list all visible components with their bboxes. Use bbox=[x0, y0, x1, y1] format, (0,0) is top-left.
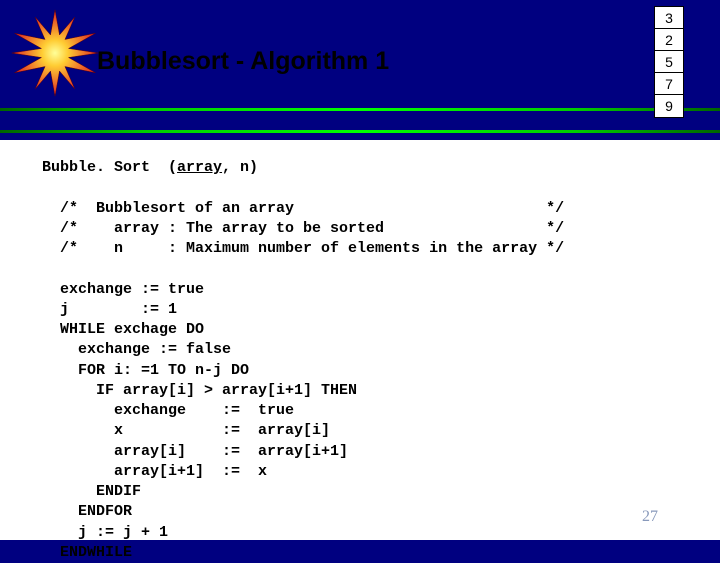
page-number: 27 bbox=[642, 508, 658, 526]
divider-line-bottom bbox=[0, 130, 720, 133]
code-line: ENDFOR bbox=[42, 502, 710, 522]
sig-suffix: , n) bbox=[222, 159, 258, 176]
code-blank bbox=[42, 259, 710, 279]
code-block: Bubble. Sort (array, n) /* Bubblesort of… bbox=[0, 140, 720, 540]
array-cell: 3 bbox=[655, 7, 683, 29]
array-cell: 5 bbox=[655, 51, 683, 73]
code-line: exchange := true bbox=[42, 280, 710, 300]
sig-prefix: Bubble. Sort ( bbox=[42, 159, 177, 176]
slide-title: Bubblesort - Algorithm 1 bbox=[97, 47, 389, 76]
star-icon bbox=[10, 8, 100, 98]
code-line: FOR i: =1 TO n-j DO bbox=[42, 361, 710, 381]
code-comment: /* n : Maximum number of elements in the… bbox=[42, 239, 710, 259]
code-line: ENDWHILE bbox=[42, 543, 710, 563]
code-line: IF array[i] > array[i+1] THEN bbox=[42, 381, 710, 401]
code-line: exchange := false bbox=[42, 340, 710, 360]
code-comment: /* array : The array to be sorted */ bbox=[42, 219, 710, 239]
code-line: array[i+1] := x bbox=[42, 462, 710, 482]
code-comment: /* Bubblesort of an array */ bbox=[42, 199, 710, 219]
code-line: WHILE exchage DO bbox=[42, 320, 710, 340]
sig-param: array bbox=[177, 159, 222, 176]
array-cell: 2 bbox=[655, 29, 683, 51]
code-signature: Bubble. Sort (array, n) bbox=[42, 158, 710, 178]
code-line: j := 1 bbox=[42, 300, 710, 320]
array-cell: 7 bbox=[655, 73, 683, 95]
array-visualization: 3 2 5 7 9 bbox=[654, 6, 684, 118]
header: Bubblesort - Algorithm 1 3 2 5 7 9 bbox=[0, 0, 720, 132]
code-blank bbox=[42, 178, 710, 198]
code-line: exchange := true bbox=[42, 401, 710, 421]
array-cell: 9 bbox=[655, 95, 683, 117]
code-line: ENDIF bbox=[42, 482, 710, 502]
slide: Bubblesort - Algorithm 1 3 2 5 7 9 Bubbl… bbox=[0, 0, 720, 540]
code-line: x := array[i] bbox=[42, 421, 710, 441]
code-line: array[i] := array[i+1] bbox=[42, 442, 710, 462]
divider-line-top bbox=[0, 108, 720, 111]
